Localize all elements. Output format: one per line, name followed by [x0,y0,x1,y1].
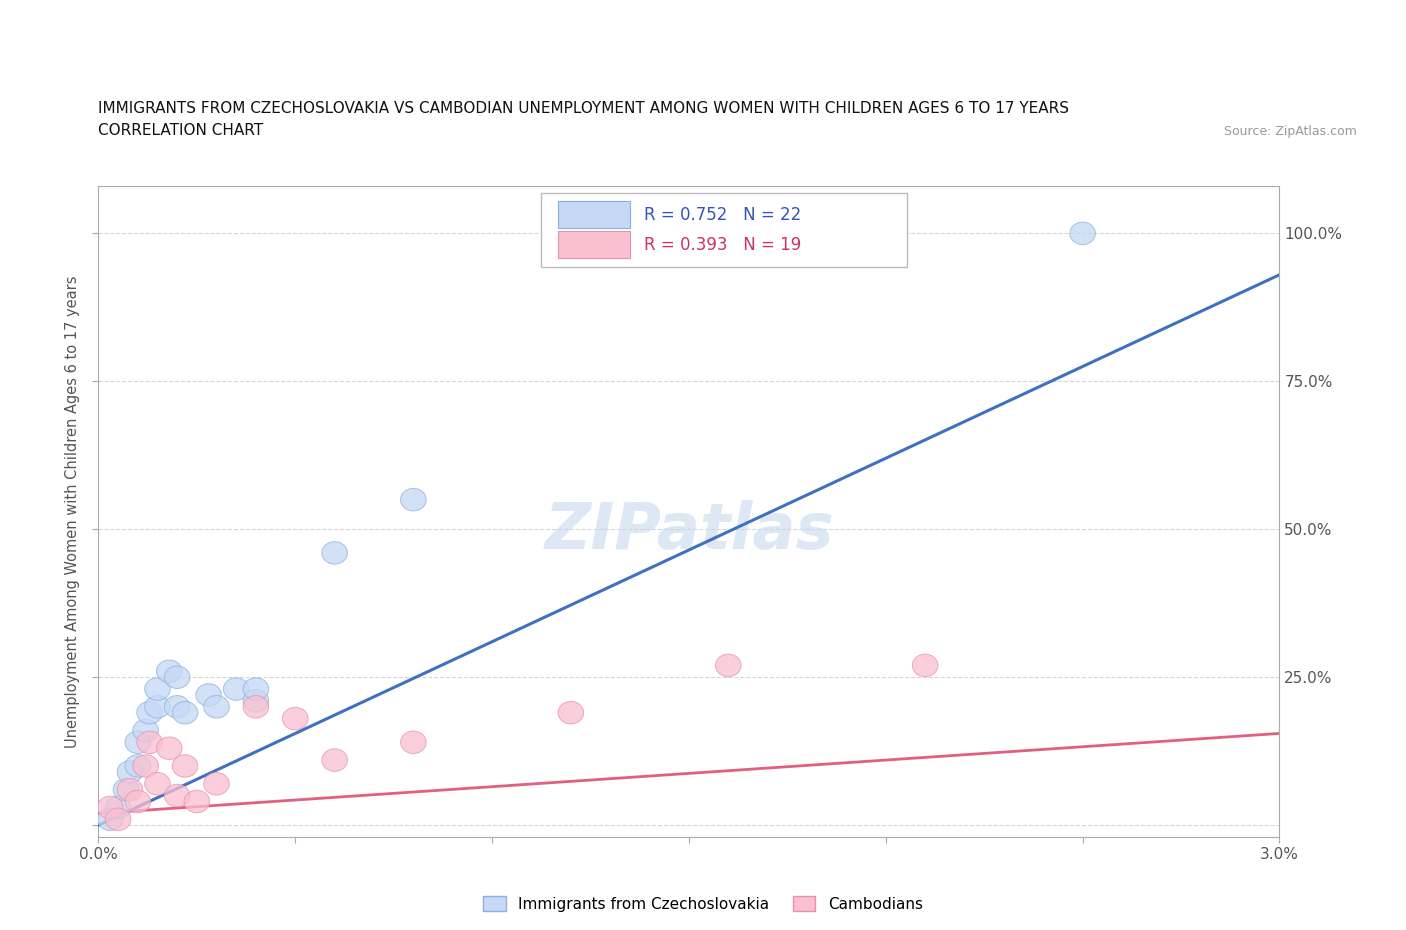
Ellipse shape [401,488,426,511]
FancyBboxPatch shape [541,193,907,268]
Ellipse shape [105,808,131,830]
Ellipse shape [156,737,183,760]
Ellipse shape [204,696,229,718]
Ellipse shape [117,761,143,783]
Ellipse shape [165,666,190,688]
Ellipse shape [322,541,347,565]
Text: IMMIGRANTS FROM CZECHOSLOVAKIA VS CAMBODIAN UNEMPLOYMENT AMONG WOMEN WITH CHILDR: IMMIGRANTS FROM CZECHOSLOVAKIA VS CAMBOD… [98,101,1070,116]
Ellipse shape [165,784,190,807]
Ellipse shape [224,678,249,700]
Ellipse shape [112,778,139,801]
Ellipse shape [117,778,143,801]
Ellipse shape [145,773,170,795]
Ellipse shape [243,696,269,718]
Ellipse shape [136,731,163,753]
Ellipse shape [173,755,198,777]
Ellipse shape [165,696,190,718]
Ellipse shape [145,696,170,718]
Ellipse shape [97,796,124,818]
Text: ZIPatlas: ZIPatlas [544,500,834,562]
Ellipse shape [401,731,426,753]
Ellipse shape [125,755,150,777]
Text: Source: ZipAtlas.com: Source: ZipAtlas.com [1223,125,1357,138]
Ellipse shape [134,755,159,777]
Ellipse shape [145,678,170,700]
FancyBboxPatch shape [558,231,630,259]
Legend: Immigrants from Czechoslovakia, Cambodians: Immigrants from Czechoslovakia, Cambodia… [477,889,929,918]
Ellipse shape [243,690,269,712]
Ellipse shape [195,684,222,706]
FancyBboxPatch shape [558,201,630,229]
Ellipse shape [136,701,163,724]
Ellipse shape [243,678,269,700]
Ellipse shape [125,731,150,753]
Text: R = 0.393   N = 19: R = 0.393 N = 19 [644,235,801,254]
Ellipse shape [97,808,124,830]
Ellipse shape [1070,222,1095,245]
Ellipse shape [558,701,583,724]
Ellipse shape [283,708,308,730]
Ellipse shape [184,790,209,813]
Text: R = 0.752   N = 22: R = 0.752 N = 22 [644,206,801,223]
Ellipse shape [204,773,229,795]
Ellipse shape [156,660,183,683]
Ellipse shape [173,701,198,724]
Ellipse shape [134,719,159,742]
Ellipse shape [322,749,347,771]
Ellipse shape [716,654,741,677]
Ellipse shape [912,654,938,677]
Text: CORRELATION CHART: CORRELATION CHART [98,123,263,138]
Ellipse shape [125,790,150,813]
Ellipse shape [105,796,131,818]
Y-axis label: Unemployment Among Women with Children Ages 6 to 17 years: Unemployment Among Women with Children A… [65,275,80,748]
